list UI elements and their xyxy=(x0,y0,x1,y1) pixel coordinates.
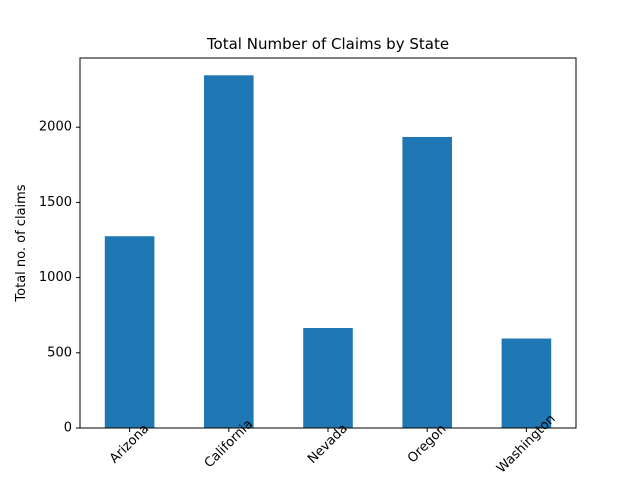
chart-title: Total Number of Claims by State xyxy=(206,35,449,53)
bar-california xyxy=(204,75,254,428)
y-tick-label: 1500 xyxy=(39,195,72,210)
bar-washington xyxy=(501,338,552,428)
y-axis-label: Total no. of claims xyxy=(14,184,29,302)
bar-arizona xyxy=(104,236,155,428)
y-axis-ticks: 0 500 1000 1500 2000 xyxy=(39,120,80,436)
plot-frame xyxy=(79,57,577,429)
y-tick-label: 1000 xyxy=(39,270,72,285)
y-tick-label: 0 xyxy=(64,421,72,436)
bar-group xyxy=(104,75,552,428)
y-tick-label: 2000 xyxy=(39,120,72,135)
y-tick-label: 500 xyxy=(47,345,72,360)
bar-oregon xyxy=(402,136,452,428)
bar-nevada xyxy=(303,327,353,428)
